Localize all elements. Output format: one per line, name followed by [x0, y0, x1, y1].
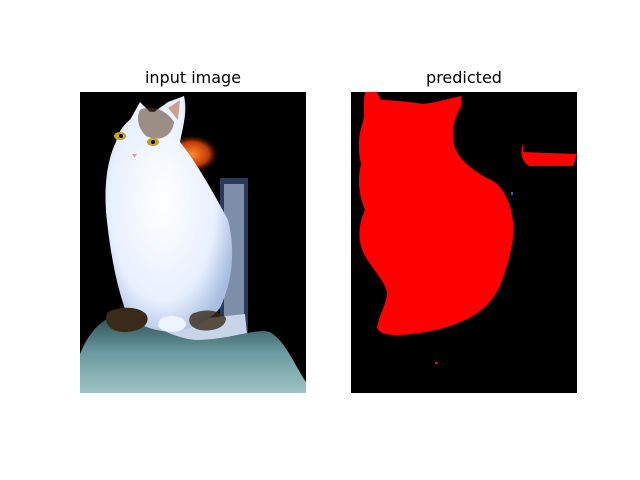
- cat-right-ear-inner: [168, 100, 180, 120]
- cat-right-paw-shadow: [189, 310, 226, 331]
- cat-head-patch: [138, 107, 174, 139]
- cat-body: [105, 96, 233, 332]
- mask-cat-region: [358, 92, 514, 336]
- predicted-mask: [351, 92, 577, 393]
- cat-left-pupil: [119, 134, 123, 138]
- mask-fragment: [435, 362, 438, 364]
- laptop-screen-edge: [224, 184, 244, 344]
- input-image-panel: [80, 92, 306, 393]
- cat-front-paw: [158, 316, 186, 332]
- cat-right-pupil: [151, 140, 155, 144]
- mask-speck: [511, 192, 513, 195]
- input-image-title: input image: [144, 68, 242, 87]
- blanket: [80, 312, 306, 393]
- predicted-mask-panel: [351, 92, 577, 393]
- cat-nose: [132, 154, 137, 158]
- mask-right-region: [521, 144, 577, 166]
- predicted-title: predicted: [426, 68, 502, 87]
- input-image: [80, 92, 306, 393]
- cat-left-paw-shadow: [105, 307, 148, 332]
